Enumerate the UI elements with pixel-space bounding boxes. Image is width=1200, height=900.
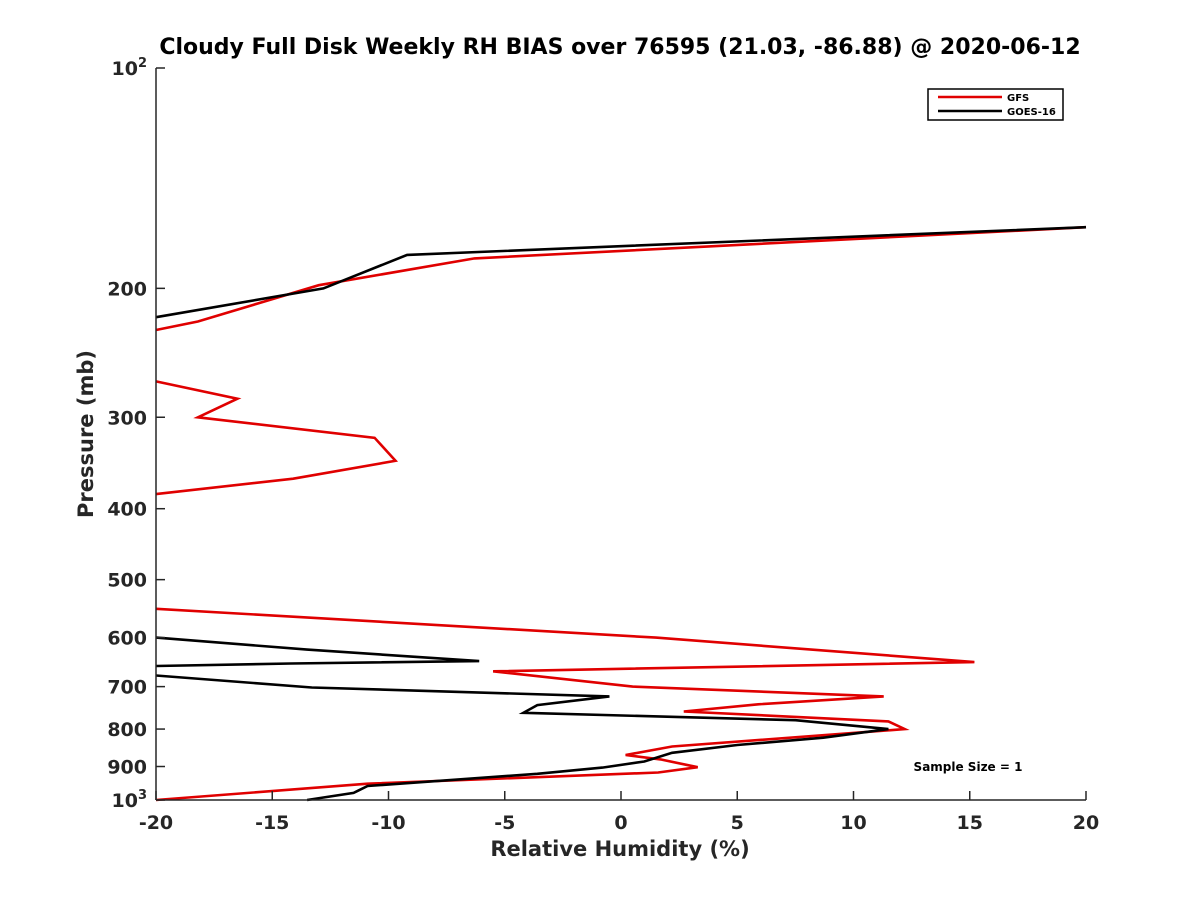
x-tick-label-10: 10: [840, 812, 866, 834]
y-tick-label-1000: 103: [112, 788, 148, 812]
y-axis-label: Pressure (mb): [74, 350, 98, 518]
x-tick-label-15: 15: [957, 812, 983, 834]
y-tick-label-100: 102: [112, 56, 148, 80]
y-tick-label-900: 900: [107, 757, 147, 779]
x-tick-label-20: -20: [139, 812, 173, 834]
x-tick-label-5: -5: [494, 812, 515, 834]
legend-label-gfs: GFS: [1007, 93, 1029, 104]
series-line-gfs-segment-2: [155, 380, 399, 496]
x-axis-label: Relative Humidity (%): [490, 837, 749, 861]
chart-title: Cloudy Full Disk Weekly RH BIAS over 765…: [159, 35, 1080, 60]
y-axis: 102 200 300 400 500 600 700 800 900 103: [107, 56, 165, 812]
y-tick-label-700: 700: [107, 677, 147, 699]
y-tick-label-300: 300: [107, 407, 147, 429]
series-line-goes-16-segment-2: [155, 636, 480, 668]
plot-area: [155, 225, 1087, 802]
y-tick-label-800: 800: [107, 719, 147, 741]
x-axis: -20 -15 -10 -5 0 5 10 15 20: [139, 791, 1099, 834]
y-tick-label-200: 200: [107, 278, 147, 300]
series-line-gfs-segment-1: [155, 225, 1087, 332]
series-line-goes-16-segment-1: [155, 225, 1087, 319]
x-tick-label-10: -10: [371, 812, 405, 834]
y-tick-label-500: 500: [107, 570, 147, 592]
sample-size-annotation: Sample Size = 1: [914, 760, 1023, 774]
series-line-goes-16-segment-3: [155, 674, 889, 802]
y-tick-label-400: 400: [107, 499, 147, 521]
legend-label-goes-16: GOES-16: [1007, 107, 1056, 118]
legend-box: [927, 88, 1064, 121]
x-tick-label-15: -15: [255, 812, 289, 834]
y-tick-label-600: 600: [107, 628, 147, 650]
x-tick-label-0: 0: [614, 812, 627, 834]
legend: GFS GOES-16: [927, 88, 1064, 121]
series-line-gfs-segment-3: [155, 607, 975, 802]
x-tick-label-5: 5: [731, 812, 744, 834]
x-tick-label-20: 20: [1073, 812, 1099, 834]
